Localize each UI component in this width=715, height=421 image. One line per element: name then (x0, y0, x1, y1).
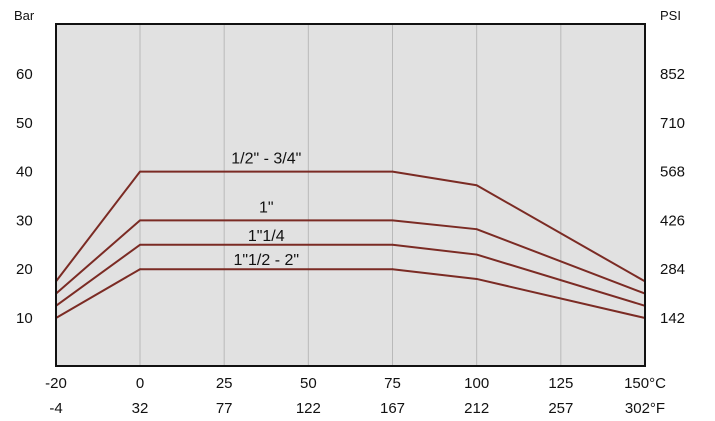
y-tick-psi-426: 426 (660, 212, 685, 229)
series-lines (55, 170, 646, 319)
series-point-2-4 (475, 228, 478, 231)
y-tick-bar-60: 60 (16, 66, 33, 83)
x-tick-celsius-0: 0 (136, 375, 144, 392)
series-point-4-4 (475, 278, 478, 280)
x-tick-celsius-75: 75 (384, 375, 401, 392)
plot-area (56, 24, 645, 366)
left-axis-bar: 10 20 30 40 50 60 (16, 66, 33, 327)
x-tick-fahrenheit-122: 122 (296, 400, 321, 417)
series-point-1-4 (475, 184, 478, 187)
series-point-3-3 (391, 243, 394, 246)
bottom-axis-fahrenheit: -4 32 77 122 167 212 257 302°F (49, 400, 665, 417)
x-tick-celsius-125: 125 (548, 375, 573, 392)
x-tick-fahrenheit-302-f: 302°F (625, 400, 665, 417)
x-tick-celsius-50: 50 (300, 375, 317, 392)
x-tick-fahrenheit-77: 77 (216, 400, 233, 417)
y-tick-psi-284: 284 (660, 261, 685, 278)
plot-border (55, 23, 646, 367)
right-axis-unit: PSI (660, 8, 681, 23)
y-tick-psi-852: 852 (660, 66, 685, 83)
x-tick-celsius-100: 100 (464, 375, 489, 392)
y-tick-bar-30: 30 (16, 212, 33, 229)
series-point-4-3 (391, 268, 394, 271)
series-label-3: 1"1/4 (248, 228, 285, 245)
series-label-2: 1" (259, 199, 274, 216)
series-point-4-2 (139, 268, 141, 271)
grid-lines (139, 24, 562, 366)
x-tick-fahrenheit-257: 257 (548, 400, 573, 417)
right-axis-psi: 142 284 426 568 710 852 (660, 66, 685, 327)
y-tick-bar-50: 50 (16, 115, 33, 132)
bottom-axis-celsius: -20 0 25 50 75 100 125 150°C (45, 375, 666, 392)
y-tick-bar-20: 20 (16, 261, 33, 278)
series-point-2-2 (139, 219, 141, 222)
series-point-3-2 (139, 243, 141, 246)
series-point-1-3 (391, 170, 394, 173)
x-tick-fahrenheit-4: -4 (49, 400, 62, 417)
x-tick-celsius-150-c: 150°C (624, 375, 666, 392)
series-label-4: 1"1/2 - 2" (233, 252, 299, 269)
x-tick-fahrenheit-212: 212 (464, 400, 489, 417)
y-tick-bar-40: 40 (16, 164, 33, 181)
series-labels: 1/2" - 3/4" 1" 1"1/4 1"1/2 - 2" (231, 151, 301, 270)
series-label-1: 1/2" - 3/4" (231, 151, 301, 168)
y-tick-bar-10: 10 (16, 310, 33, 327)
left-axis-unit: Bar (14, 8, 35, 23)
x-tick-celsius-25: 25 (216, 375, 233, 392)
y-tick-psi-568: 568 (660, 164, 685, 181)
series-point-3-4 (475, 253, 478, 256)
y-tick-psi-142: 142 (660, 310, 685, 327)
x-tick-fahrenheit-167: 167 (380, 400, 405, 417)
series-point-1-2 (139, 170, 141, 173)
x-tick-fahrenheit-32: 32 (132, 400, 149, 417)
series-point-2-3 (391, 219, 394, 222)
y-tick-psi-710: 710 (660, 115, 685, 132)
x-tick-celsius-20: -20 (45, 375, 67, 392)
